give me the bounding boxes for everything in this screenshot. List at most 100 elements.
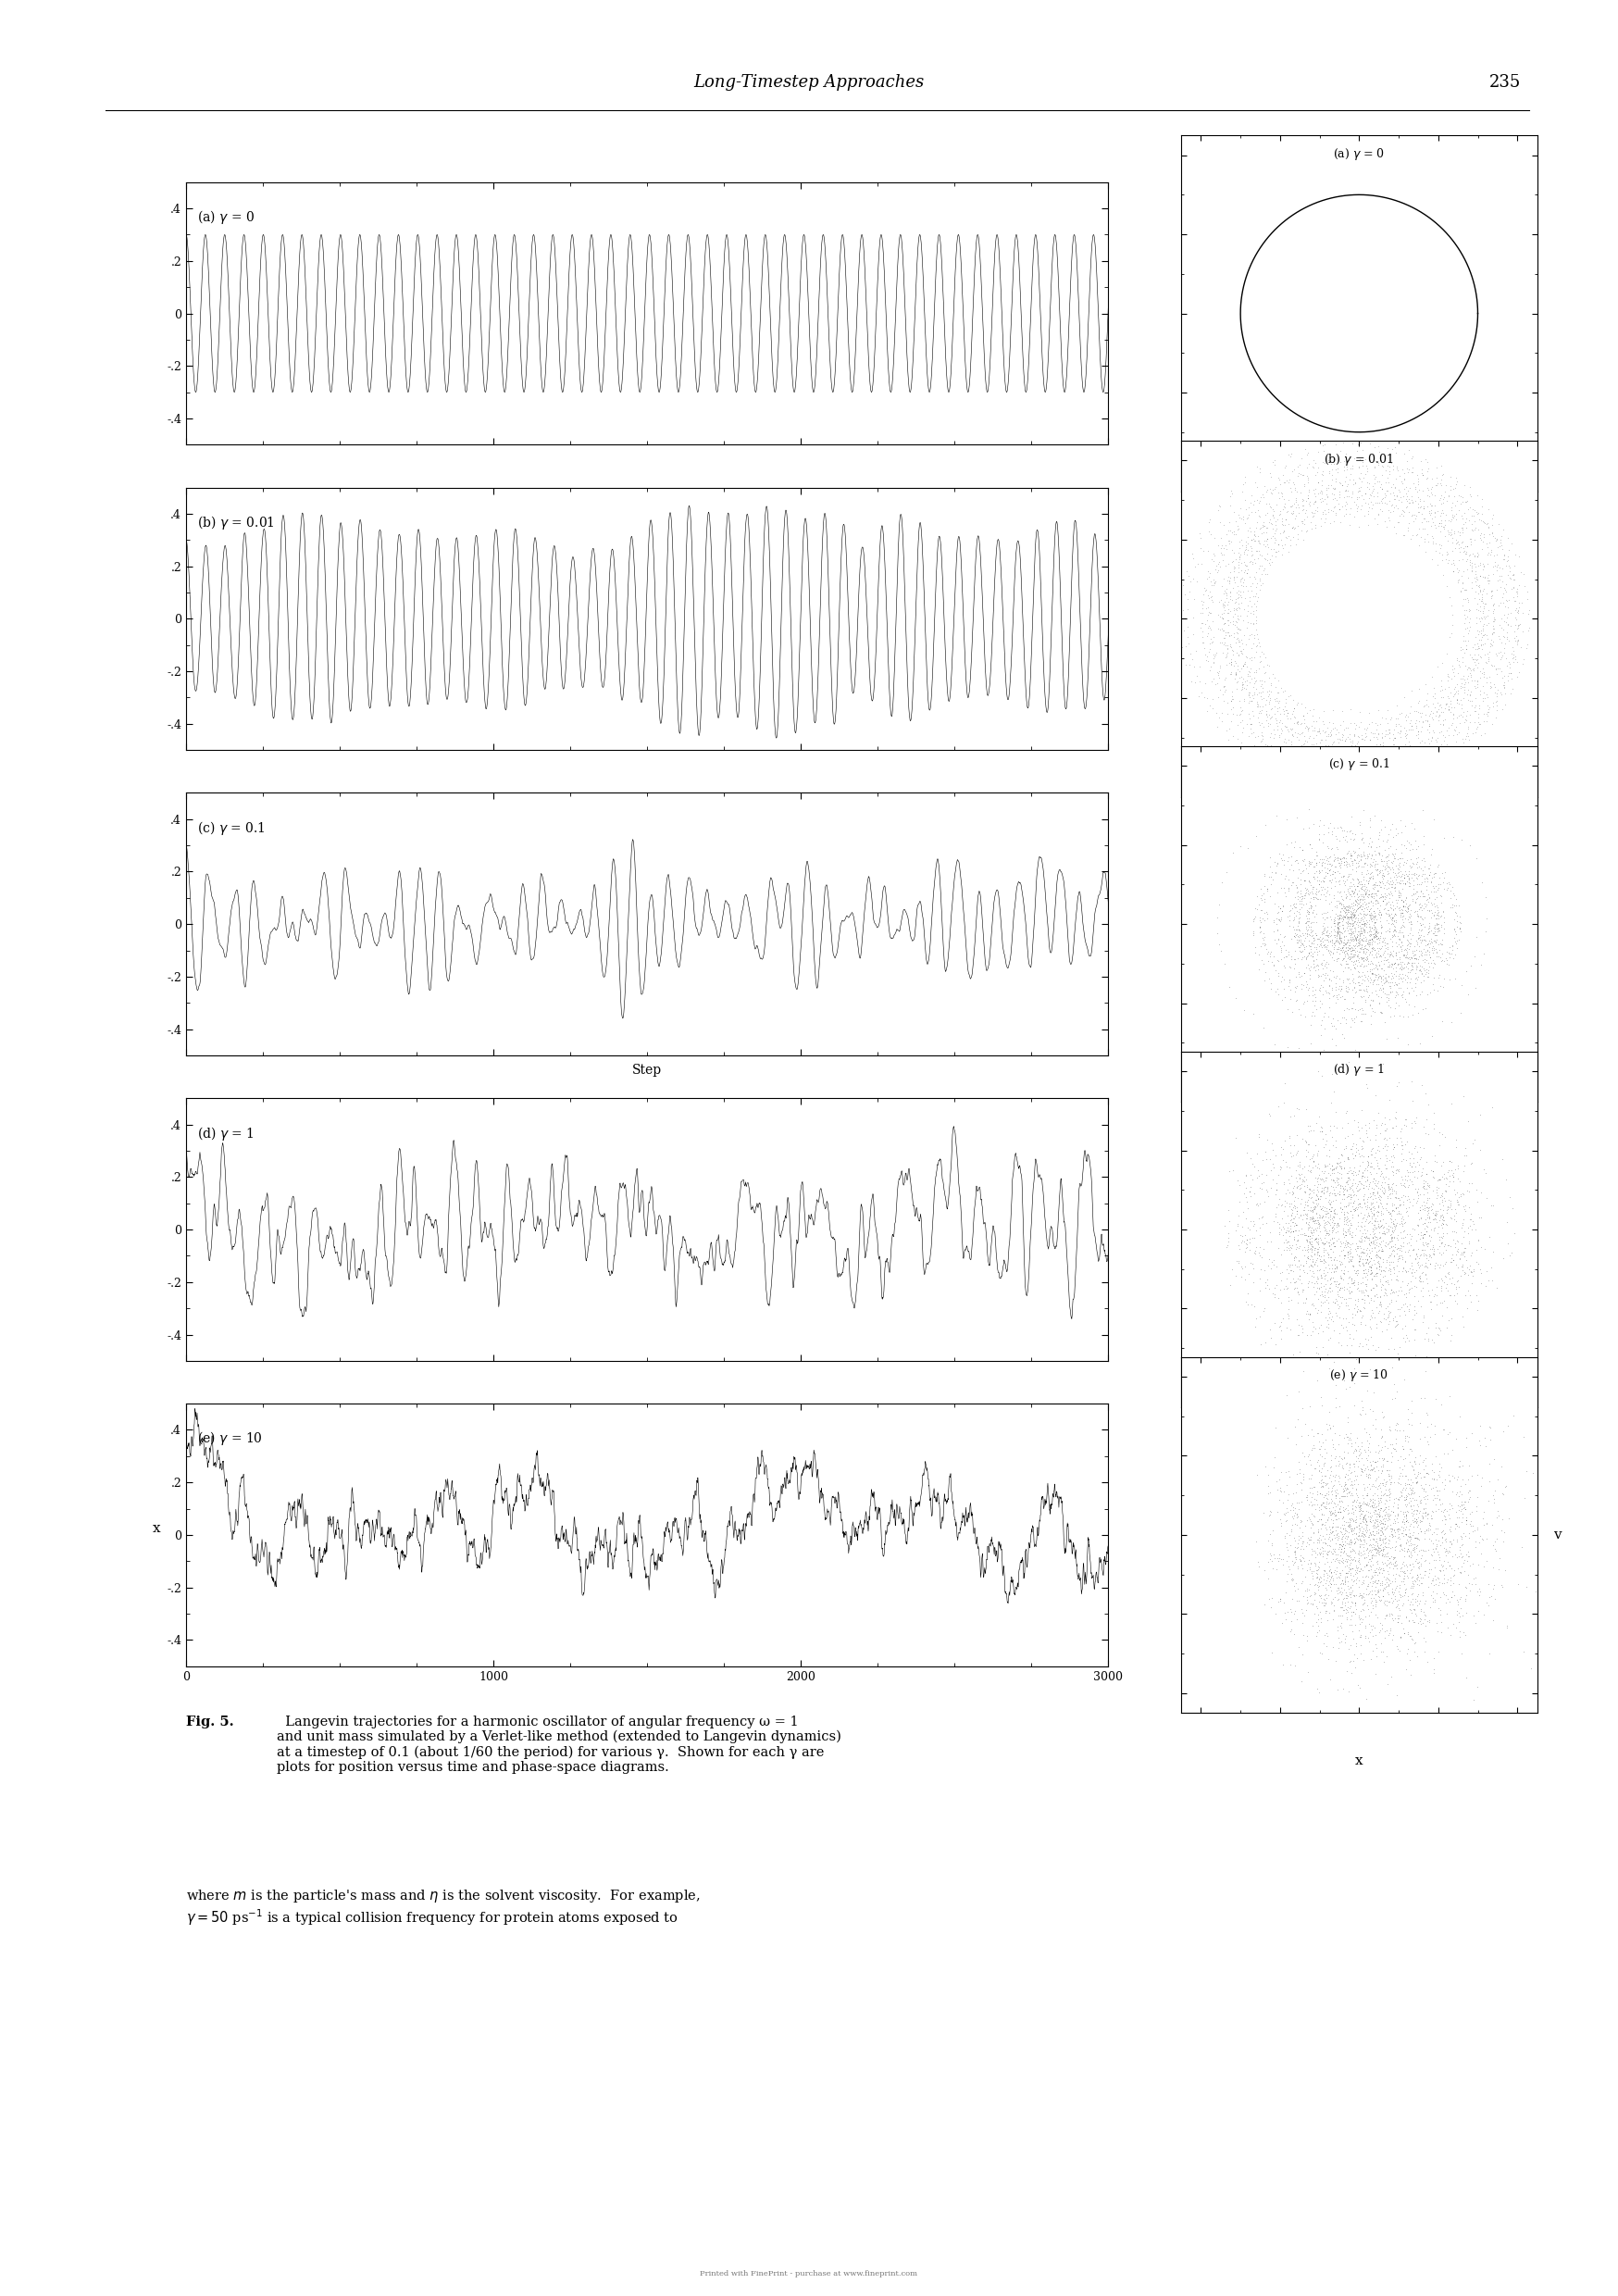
Point — [1435, 863, 1461, 900]
Point — [1406, 1258, 1432, 1295]
Point — [1422, 1199, 1448, 1235]
Point — [1314, 1405, 1340, 1442]
Point — [1283, 1573, 1309, 1609]
Point — [1408, 1559, 1434, 1596]
Point — [1391, 1219, 1417, 1256]
Point — [1435, 512, 1461, 549]
Point — [1283, 957, 1309, 994]
Point — [1312, 1203, 1338, 1240]
Point — [1288, 861, 1314, 898]
Point — [1298, 1520, 1324, 1557]
Point — [1226, 629, 1252, 666]
Point — [1312, 1430, 1338, 1467]
Point — [1406, 1561, 1432, 1598]
Point — [1419, 468, 1445, 505]
Point — [1270, 514, 1296, 551]
Point — [1408, 1199, 1434, 1235]
Point — [1382, 1504, 1408, 1541]
Point — [1348, 1228, 1374, 1265]
Point — [1338, 898, 1364, 934]
Point — [1359, 1545, 1385, 1582]
Point — [1356, 693, 1382, 730]
Point — [1336, 1446, 1362, 1483]
Point — [1414, 1644, 1440, 1681]
Point — [1285, 1261, 1311, 1297]
Point — [1196, 595, 1222, 631]
Point — [1422, 1143, 1448, 1180]
Point — [1456, 730, 1482, 767]
Point — [1430, 457, 1456, 494]
Point — [1468, 1536, 1493, 1573]
Point — [1403, 707, 1429, 744]
Point — [1425, 866, 1451, 902]
Point — [1416, 944, 1442, 980]
Point — [1338, 1538, 1364, 1575]
Point — [1212, 673, 1238, 709]
Point — [1354, 1483, 1380, 1520]
Point — [1471, 505, 1497, 542]
Point — [1437, 1584, 1463, 1621]
Point — [1391, 1125, 1417, 1162]
Point — [1366, 1215, 1391, 1251]
Point — [1369, 1520, 1395, 1557]
Point — [1456, 650, 1482, 687]
Point — [1332, 1238, 1358, 1274]
Point — [1351, 866, 1377, 902]
Point — [1340, 1511, 1366, 1548]
Point — [1369, 967, 1395, 1003]
Point — [1388, 840, 1414, 877]
Point — [1332, 1465, 1358, 1502]
Point — [1215, 563, 1241, 599]
Point — [1309, 847, 1335, 884]
Point — [1349, 921, 1375, 957]
Point — [1448, 967, 1474, 1003]
Point — [1343, 1504, 1369, 1541]
Point — [1280, 1580, 1306, 1616]
Point — [1333, 1217, 1359, 1254]
Point — [1320, 810, 1346, 847]
Point — [1450, 668, 1476, 705]
Point — [1309, 1467, 1335, 1504]
Point — [1233, 728, 1259, 765]
Point — [1358, 1256, 1383, 1293]
Point — [1306, 1511, 1332, 1548]
Point — [1370, 1644, 1396, 1681]
Point — [1340, 843, 1366, 879]
Text: (c) $\gamma$ = 0.1: (c) $\gamma$ = 0.1 — [1328, 758, 1390, 771]
Point — [1414, 1394, 1440, 1430]
Point — [1374, 1442, 1400, 1479]
Point — [1277, 1515, 1302, 1552]
Point — [1502, 579, 1527, 615]
Point — [1369, 1531, 1395, 1568]
Point — [1364, 1267, 1390, 1304]
Point — [1427, 714, 1453, 751]
Point — [1477, 664, 1503, 700]
Point — [1328, 886, 1354, 923]
Point — [1312, 1465, 1338, 1502]
Point — [1390, 884, 1416, 921]
Point — [1335, 1279, 1361, 1316]
Point — [1346, 863, 1372, 900]
Point — [1299, 1219, 1325, 1256]
Point — [1380, 1538, 1406, 1575]
Point — [1317, 1173, 1343, 1210]
Point — [1358, 912, 1383, 948]
Point — [1335, 870, 1361, 907]
Point — [1205, 611, 1231, 647]
Point — [1269, 748, 1294, 785]
Point — [1450, 510, 1476, 546]
Point — [1278, 1139, 1304, 1176]
Point — [1338, 1584, 1364, 1621]
Point — [1319, 934, 1345, 971]
Point — [1366, 1550, 1391, 1587]
Point — [1427, 482, 1453, 519]
Point — [1351, 930, 1377, 967]
Point — [1503, 606, 1529, 643]
Point — [1348, 930, 1374, 967]
Point — [1446, 698, 1472, 735]
Point — [1367, 1469, 1393, 1506]
Point — [1278, 473, 1304, 510]
Point — [1254, 510, 1280, 546]
Point — [1393, 1465, 1419, 1502]
Point — [1293, 1573, 1319, 1609]
